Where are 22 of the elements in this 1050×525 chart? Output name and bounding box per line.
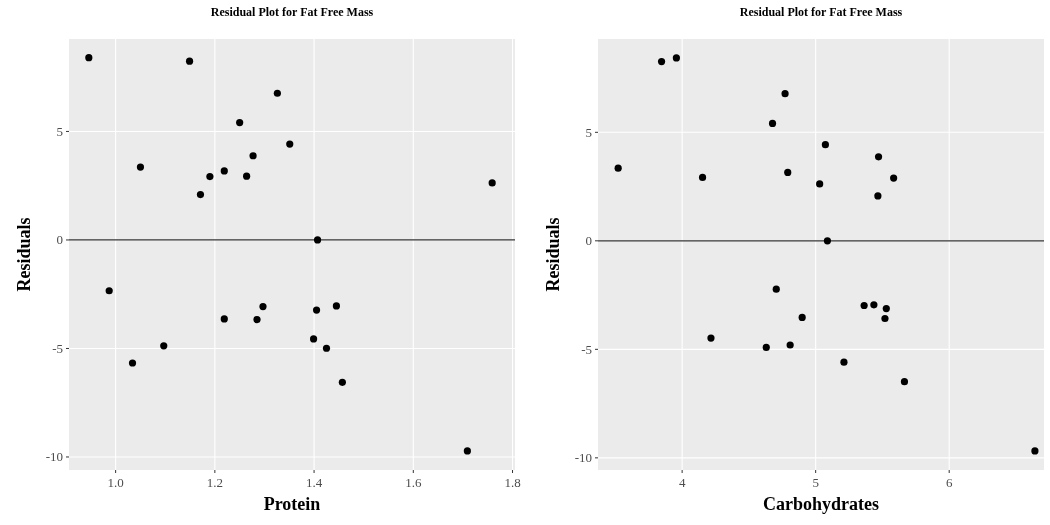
y-tick-label: 0 bbox=[585, 233, 592, 249]
y-axis-title: Residuals bbox=[543, 217, 563, 292]
y-tick-label: -5 bbox=[581, 341, 592, 357]
x-axis-title: Protein bbox=[263, 494, 321, 514]
y-tick-label: -5 bbox=[52, 340, 63, 356]
x-tick-label: 4 bbox=[678, 475, 686, 490]
x-tick-label: 1.8 bbox=[504, 475, 521, 490]
y-axis-title: Residuals bbox=[14, 217, 34, 292]
chart-title: Residual Plot for Fat Free Mass bbox=[210, 5, 374, 19]
x-axis-title: Carbohydrates bbox=[763, 494, 879, 514]
x-tick-label: 5 bbox=[812, 475, 819, 490]
chart-title: Residual Plot for Fat Free Mass bbox=[739, 5, 903, 19]
y-tick-label: -10 bbox=[574, 450, 592, 466]
y-tick-label: 5 bbox=[585, 124, 592, 140]
x-tick-label: 6 bbox=[945, 475, 953, 490]
x-tick-label: 1.6 bbox=[405, 475, 422, 490]
y-tick-label: 0 bbox=[56, 232, 63, 248]
x-tick-label: 1.0 bbox=[107, 475, 124, 490]
x-tick-label: 1.2 bbox=[206, 475, 223, 490]
y-tick-label: 5 bbox=[56, 123, 63, 139]
x-tick-label: 1.4 bbox=[305, 475, 323, 490]
y-tick-label: -10 bbox=[45, 449, 63, 465]
